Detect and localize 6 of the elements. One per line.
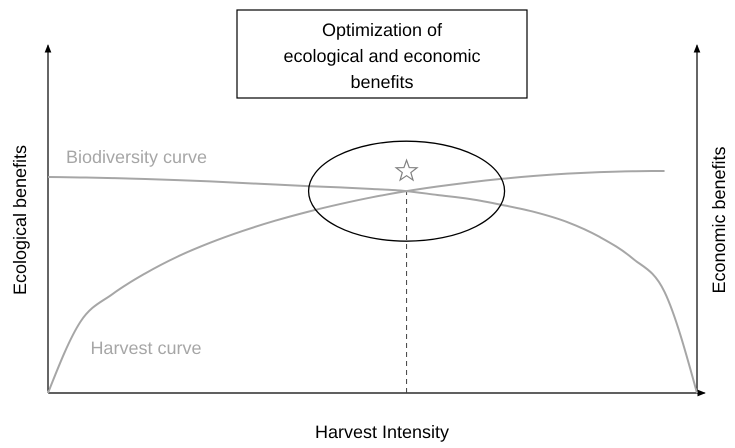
y-axis-title: Ecological benefits (10, 144, 30, 296)
series-label: Harvest curve (90, 338, 202, 358)
y2-axis-title: Economic benefits (709, 146, 729, 294)
chart-title: Optimization of ecological and economic benefits (283, 20, 481, 92)
series-label: Biodiversity curve (66, 146, 208, 167)
x-axis-title: Harvest Intensity (314, 422, 450, 442)
